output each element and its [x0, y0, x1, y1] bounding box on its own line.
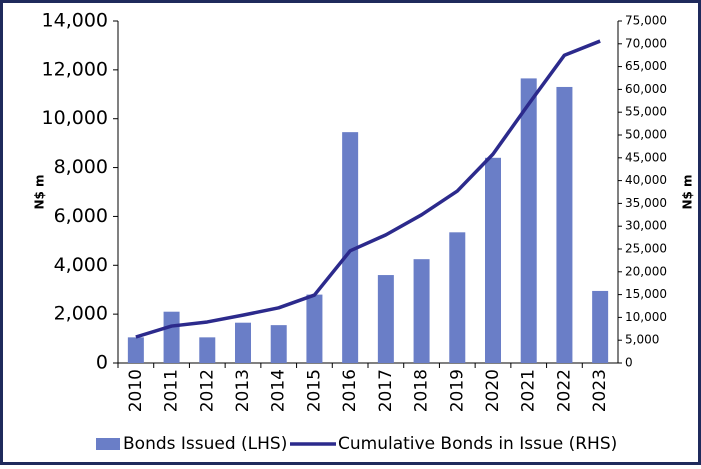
- y2-tick-label: 30,000: [625, 219, 667, 233]
- y2-tick-label: 35,000: [625, 196, 667, 210]
- x-tick-label: 2021: [519, 369, 539, 412]
- y2-tick-label: 5,000: [625, 333, 659, 347]
- bar: [556, 86, 573, 363]
- bar: [377, 275, 394, 363]
- y2-tick-label: 25,000: [625, 242, 667, 256]
- x-tick-label: 2011: [162, 369, 182, 412]
- x-tick-label: 2015: [304, 369, 324, 412]
- y2-tick-label: 70,000: [625, 36, 667, 50]
- bar: [485, 157, 501, 363]
- y2-tick-label: 65,000: [625, 59, 667, 73]
- y2-tick-label: 15,000: [625, 287, 667, 301]
- x-tick-label: 2018: [412, 369, 432, 412]
- x-tick-label: 2020: [483, 369, 503, 412]
- x-tick-label: 2016: [340, 369, 360, 412]
- x-tick-label: 2017: [376, 369, 396, 412]
- y-tick-label: 12,000: [42, 58, 108, 80]
- y-tick-label: 4,000: [54, 254, 108, 276]
- bar: [163, 311, 180, 363]
- x-tick-label: 2014: [269, 369, 289, 412]
- y2-tick-label: 50,000: [625, 128, 667, 142]
- bar: [199, 337, 216, 363]
- line: [135, 39, 601, 339]
- y2-tick-label: 45,000: [625, 150, 667, 164]
- bar: [449, 232, 466, 363]
- legend-label: Cumulative Bonds in Issue (RHS): [338, 434, 617, 454]
- y2-axis-title: N$ m: [681, 174, 695, 209]
- bar: [520, 78, 537, 364]
- x-tick-label: 2010: [126, 369, 146, 412]
- y-tick-label: 2,000: [54, 303, 108, 325]
- x-tick-label: 2019: [447, 369, 467, 412]
- y2-tick-label: 75,000: [625, 14, 667, 28]
- y-tick-label: 0: [96, 352, 108, 374]
- y2-tick-label: 0: [625, 356, 633, 370]
- bar: [342, 132, 359, 363]
- legend-label: Bonds Issued (LHS): [123, 434, 287, 454]
- y-tick-label: 6,000: [54, 205, 108, 227]
- bar: [270, 325, 287, 363]
- y2-tick-label: 40,000: [625, 173, 667, 187]
- y2-tick-label: 20,000: [625, 264, 667, 278]
- bar: [127, 337, 144, 363]
- legend-swatch: [96, 438, 120, 450]
- x-tick-label: 2023: [590, 369, 610, 412]
- x-tick-label: 2013: [233, 369, 253, 412]
- y-tick-label: 10,000: [42, 107, 108, 129]
- bar: [592, 290, 609, 363]
- bar: [235, 322, 251, 363]
- bar: [413, 259, 430, 363]
- y2-tick-label: 10,000: [625, 310, 667, 324]
- x-tick-label: 2012: [197, 369, 217, 412]
- y-tick-label: 14,000: [42, 10, 108, 32]
- y-axis-title: N$ m: [33, 174, 47, 209]
- y2-tick-label: 60,000: [625, 82, 667, 96]
- y-tick-label: 8,000: [54, 156, 108, 178]
- bar: [306, 294, 323, 363]
- x-tick-label: 2022: [554, 369, 574, 412]
- y2-tick-label: 55,000: [625, 105, 667, 119]
